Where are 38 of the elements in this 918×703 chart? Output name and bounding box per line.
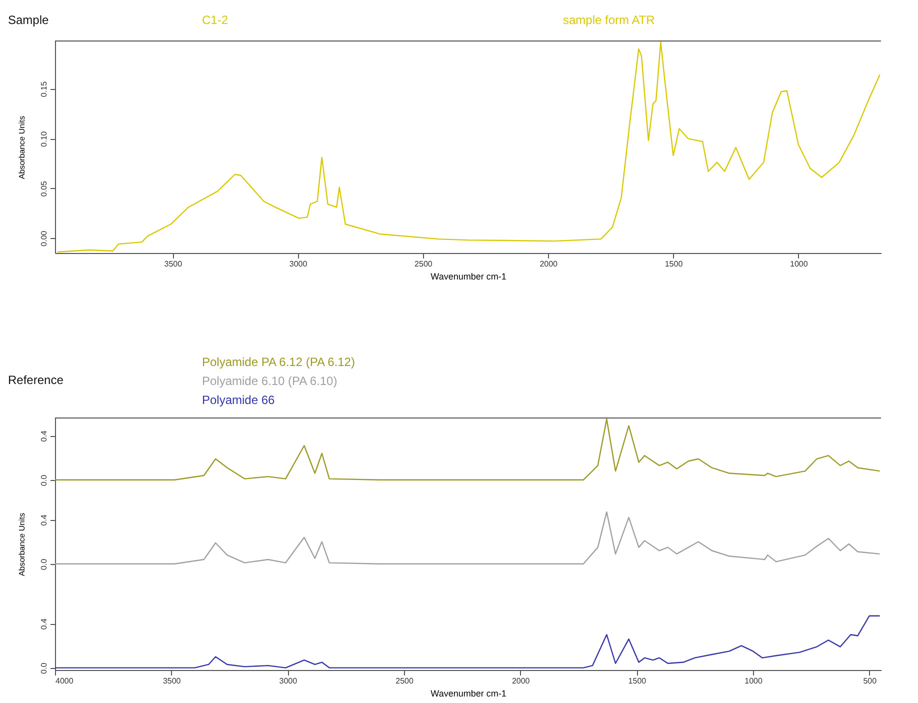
text: C1-2 [202,13,228,27]
y-tick-label: 0.10 [40,130,48,147]
line-series [56,41,880,253]
y-tick-label: 0.05 [40,180,48,197]
x-axis-title: Wavenumber cm-1 [430,272,506,282]
x-tick-label: 2500 [396,676,414,686]
y-tick-label: 0.4 [40,618,48,630]
chart-title: Sample [8,13,50,27]
x-tick-label: 1500 [628,676,647,686]
text: sample form ATR [563,13,656,27]
x-tick-label: 4000 [56,676,74,686]
x-tick-label: 3000 [289,260,308,268]
x-tick-label: 3500 [164,260,183,268]
line-series [55,615,880,668]
y-tick-label: 0.4 [40,514,48,526]
chart-title: Reference [8,373,64,387]
x-tick-label: 3500 [162,676,182,686]
x-tick-label: 3000 [279,676,298,686]
text: Polyamide 6.10 (PA 6.10) [202,374,338,388]
y-axis-title: Absorbance Units [18,116,26,180]
y-tick-label: 0.00 [40,230,48,246]
x-tick-label: 2500 [414,260,433,268]
text: Polyamide 66 [202,393,276,407]
x-tick-label: 500 [863,676,878,686]
x-tick-label: 2000 [512,676,530,686]
y-tick-label: 0.0 [40,558,48,570]
y-tick-label: 0.0 [40,474,48,486]
line-series [55,511,880,564]
x-tick-label: 1000 [790,260,808,268]
x-axis-title: Wavenumber cm-1 [430,688,506,698]
text: Polyamide PA 6.12 (PA 6.12) [202,355,355,369]
y-axis-title: Absorbance Units [18,512,26,576]
x-tick-label: 1500 [664,260,684,268]
x-tick-label: 2000 [540,260,558,268]
y-tick-label: 0.4 [40,430,48,442]
y-tick-label: 0.0 [40,662,48,674]
y-tick-label: 0.15 [40,80,48,98]
x-tick-label: 1000 [744,676,763,686]
